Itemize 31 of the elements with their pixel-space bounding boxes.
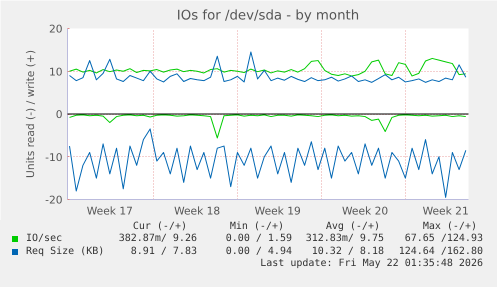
line-series	[69, 128, 466, 198]
text: 124.64 /162.80	[398, 246, 483, 258]
text: 0.00 / 1.59	[226, 233, 292, 245]
text: Cur (-/+)	[132, 221, 187, 233]
y-tick-label: 10	[48, 65, 63, 78]
y-tick-label: -10	[45, 150, 63, 164]
text: 0.00 / 4.94	[226, 246, 292, 258]
text: 10.32 / 8.18	[312, 246, 384, 258]
x-tick-label: Week 20	[342, 204, 388, 218]
y-tick-label: 0	[56, 108, 63, 121]
line-series	[69, 114, 466, 138]
text: Max (-/+)	[422, 221, 477, 233]
text: 8.91 / 7.83	[130, 246, 197, 258]
text: Min (-/+)	[230, 221, 284, 233]
legend-label: Req Size (KB)	[26, 246, 104, 258]
text: 312.83m/ 9.75	[306, 233, 384, 245]
x-tick-label: Week 17	[86, 204, 133, 218]
line-series	[69, 58, 466, 76]
x-tick-label: Week 18	[174, 204, 220, 218]
text: 67.65 /124.93	[404, 233, 483, 245]
text: Avg (-/+)	[326, 221, 380, 233]
y-tick-label: -20	[45, 194, 63, 206]
x-tick-label: Week 21	[422, 204, 469, 218]
legend-label: IO/sec	[26, 233, 62, 245]
y-axis-title: Units read (-) / write (+)	[24, 50, 38, 178]
text: Last update: Fri May 22 01:35:48 2026	[260, 258, 483, 270]
y-tick-label: 20	[48, 22, 63, 36]
x-tick-label: Week 19	[254, 204, 302, 218]
text: 382.87m/ 9.26	[118, 233, 197, 245]
chart-title: IOs for /dev/sda - by month	[176, 8, 360, 24]
line-series	[69, 52, 466, 83]
